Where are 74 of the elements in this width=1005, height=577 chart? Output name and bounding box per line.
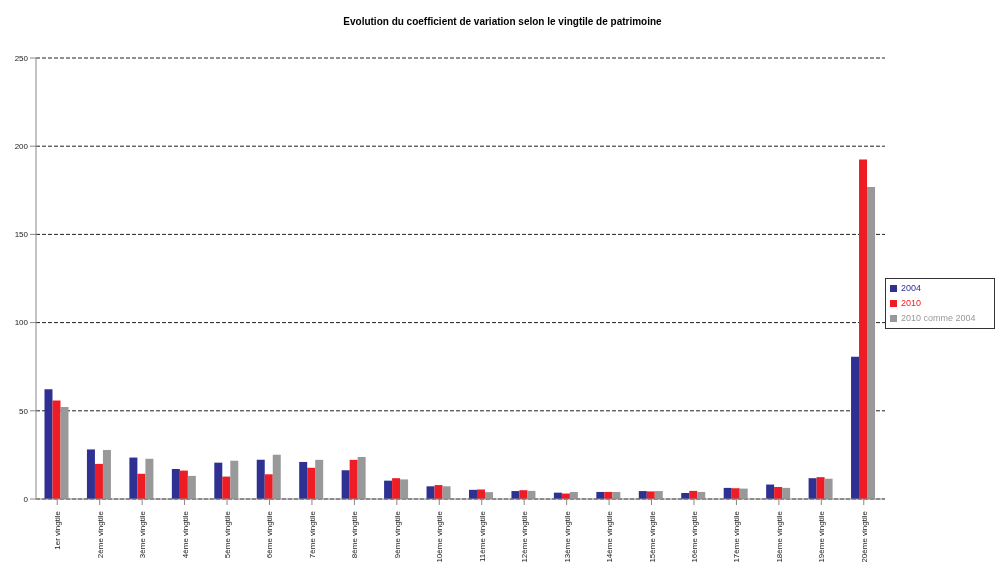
x-tick-label: 11ème vingtile — [477, 510, 487, 562]
bar — [129, 457, 138, 499]
x-tick-label: 8ème vingtile — [350, 510, 360, 559]
bar — [723, 487, 732, 499]
bar — [766, 484, 775, 499]
bar — [384, 480, 393, 499]
bar — [102, 449, 111, 499]
bar — [264, 474, 273, 499]
x-tick-label: 13ème vingtile — [562, 510, 572, 563]
x-tick-label: 7ème vingtile — [307, 510, 317, 559]
bar — [222, 476, 231, 499]
x-tick-label: 12ème vingtile — [520, 510, 530, 563]
x-tick-label: 3ème vingtile — [138, 510, 148, 559]
bar — [272, 454, 281, 499]
legend-label: 2010 — [901, 298, 922, 308]
chart-title: Evolution du coefficient de variation selon le vingtile de patrimoine — [342, 15, 663, 29]
x-tick-label: 6ème vingtile — [265, 510, 275, 559]
bar — [145, 458, 154, 499]
legend-label: 2010 comme 2004 — [901, 313, 976, 323]
x-tick-label: 17ème vingtile — [732, 510, 742, 563]
y-tick-label: 100 — [14, 318, 29, 328]
x-tick-label: 16ème vingtile — [689, 510, 699, 563]
x-tick-label: 20ème vingtile — [859, 510, 869, 563]
bar — [349, 459, 358, 499]
bar — [646, 491, 655, 499]
y-tick-label: 250 — [14, 53, 29, 63]
bar — [824, 478, 833, 499]
x-tick-label: 18ème vingtile — [774, 510, 784, 563]
y-tick-label: 200 — [14, 142, 29, 152]
bar — [442, 486, 451, 499]
bar — [256, 459, 265, 499]
x-tick-label: 15ème vingtile — [647, 510, 657, 563]
y-tick-label: 150 — [14, 230, 29, 240]
bar — [187, 475, 196, 499]
bar — [434, 485, 443, 499]
bar — [52, 400, 61, 499]
bar — [171, 469, 180, 499]
x-tick-label: 19ème vingtile — [817, 510, 827, 563]
bar — [859, 159, 868, 499]
bar — [230, 460, 239, 499]
bar — [60, 406, 69, 499]
x-tick-label: 1er vingtile — [53, 510, 63, 550]
bar — [214, 462, 223, 499]
y-tick-label: 50 — [19, 406, 29, 416]
bar — [307, 467, 316, 499]
x-tick-label: 14ème vingtile — [605, 510, 615, 563]
bar — [808, 478, 817, 499]
bar — [400, 479, 409, 499]
bar — [94, 463, 103, 499]
bar — [476, 489, 485, 499]
bar — [426, 486, 435, 499]
bar — [519, 490, 528, 499]
y-tick-label: 0 — [23, 494, 29, 504]
bar — [782, 487, 791, 499]
bar — [867, 186, 876, 499]
x-tick-label: 9ème vingtile — [392, 510, 402, 559]
bar — [816, 477, 825, 499]
bar — [179, 470, 188, 499]
bar — [299, 461, 308, 499]
bar — [315, 459, 324, 499]
bar — [137, 473, 146, 499]
x-tick-label: 4ème vingtile — [180, 510, 190, 559]
bar — [341, 470, 350, 499]
bar — [774, 487, 783, 499]
x-tick-label: 2ème vingtile — [95, 510, 105, 559]
bar — [357, 457, 366, 499]
bar — [731, 488, 740, 499]
legend-label: 2004 — [901, 283, 922, 293]
x-tick-label: 5ème vingtile — [223, 510, 233, 559]
x-tick-label: 10ème vingtile — [435, 510, 445, 563]
bar — [86, 449, 95, 499]
bar — [44, 389, 53, 499]
bar — [392, 478, 401, 499]
bar — [851, 356, 860, 499]
